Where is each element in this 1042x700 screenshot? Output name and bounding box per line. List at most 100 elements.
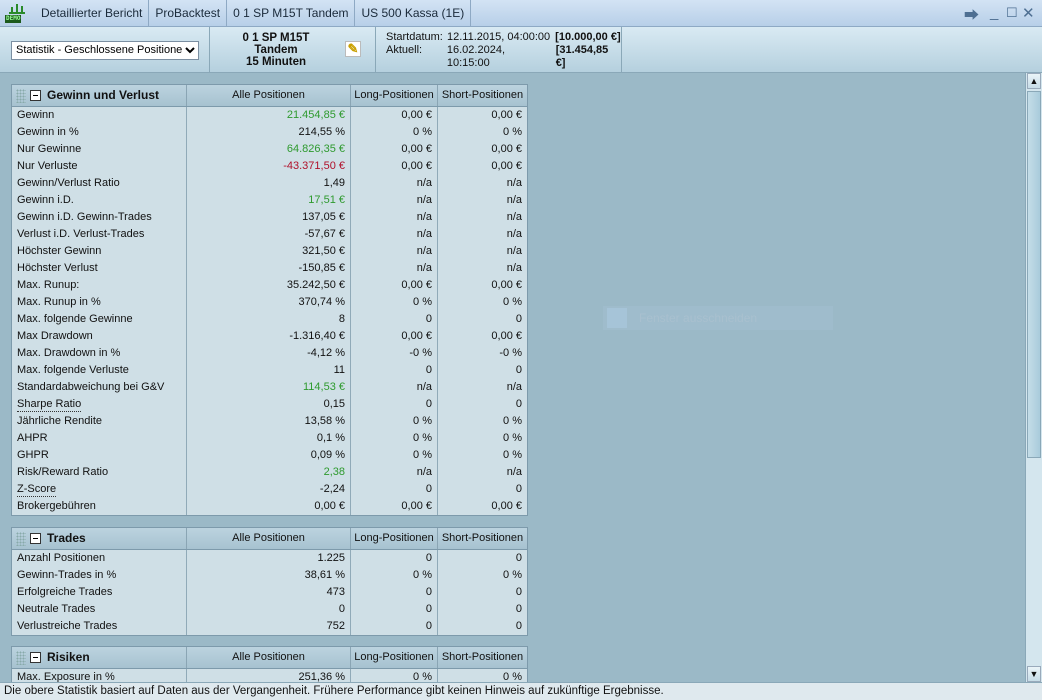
row-label-text: Gewinn in % xyxy=(17,126,79,138)
drag-handle-icon[interactable] xyxy=(16,88,26,103)
row-label: Max. Exposure in % xyxy=(12,669,187,682)
row-label: Max Drawdown xyxy=(12,328,187,345)
tab-detailed-report[interactable]: Detaillierter Bericht xyxy=(35,0,150,27)
value-long: 0 % xyxy=(351,669,438,682)
scroll-up-button[interactable]: ▲ xyxy=(1027,73,1041,89)
value-long: n/a xyxy=(351,379,438,396)
value-short: 0 % xyxy=(503,569,522,581)
scroll-thumb[interactable] xyxy=(1027,91,1041,458)
help-link[interactable]: Z-Score xyxy=(17,483,57,497)
value-long: 0,00 € xyxy=(351,498,438,515)
tab-instrument[interactable]: US 500 Kassa (1E) xyxy=(355,0,472,27)
value-short: 0,00 € xyxy=(491,330,522,342)
value-short: 0,00 € xyxy=(491,279,522,291)
value-all: -57,67 € xyxy=(187,226,351,243)
table-row: Max. folgende Verluste 11 0 0 xyxy=(12,362,527,379)
share-icon[interactable]: ⮕ xyxy=(964,7,980,24)
view-select-section: Statistik - Geschlossene Positionen xyxy=(0,27,210,73)
strategy-name: 0 1 SP M15T Tandem xyxy=(242,32,310,56)
help-link[interactable]: Sharpe Ratio xyxy=(17,398,82,412)
section-header: Risiken Alle Positionen Long-Positionen Sho… xyxy=(12,647,527,669)
table-row: Gewinn-Trades in % 38,61 % 0 % 0 % xyxy=(12,567,527,584)
value-short: n/a xyxy=(506,177,522,189)
start-capital: [10.000,00 €] xyxy=(555,30,621,43)
row-label: AHPR xyxy=(12,430,187,447)
value-long: 0,00 € xyxy=(351,328,438,345)
table-row: Verlust i.D. Verlust-Trades -57,67 € n/a n/… xyxy=(12,226,527,243)
value-short: 0 xyxy=(515,552,522,564)
table-row: Anzahl Positionen 1.225 0 0 xyxy=(12,550,527,567)
row-label-text: GHPR xyxy=(17,449,49,461)
table-row: Max Drawdown -1.316,40 €0,00 €0,00 € xyxy=(12,328,527,345)
demo-logo-icon: DEMO xyxy=(5,3,31,23)
row-label-text: Max. Runup: xyxy=(17,279,80,291)
collapse-icon[interactable] xyxy=(30,652,41,663)
collapse-icon[interactable] xyxy=(30,533,41,544)
value-all: 752 xyxy=(187,618,351,635)
value-short: 0 xyxy=(515,483,522,495)
minimize-icon[interactable]: _ xyxy=(990,4,999,21)
value-all: -1.316,40 € xyxy=(187,328,351,345)
value-all: 321,50 € xyxy=(187,243,351,260)
tab-strategy[interactable]: 0 1 SP M15T Tandem xyxy=(227,0,356,27)
value-short: 0 xyxy=(515,364,522,376)
collapse-icon[interactable] xyxy=(30,90,41,101)
row-label: Anzahl Positionen xyxy=(12,550,187,567)
row-label-text: Max. folgende Verluste xyxy=(17,364,129,376)
row-label-text: Erfolgreiche Trades xyxy=(17,586,113,598)
table-row: Jährliche Rendite 13,58 % 0 % 0 % xyxy=(12,413,527,430)
maximize-icon[interactable]: ☐ xyxy=(1006,5,1018,20)
row-label-text: Neutrale Trades xyxy=(17,603,96,615)
row-label: Verlustreiche Trades xyxy=(12,618,187,635)
value-long: 0 xyxy=(351,550,438,567)
row-label: Max. Drawdown in % xyxy=(12,345,187,362)
column-header: Long-Positionen xyxy=(351,647,438,668)
current-capital: [31.454,85 €] xyxy=(555,43,609,69)
value-all: 2,38 xyxy=(187,464,351,481)
value-long: 0 xyxy=(351,396,438,413)
scroll-down-button[interactable]: ▼ xyxy=(1027,666,1041,682)
section-gewinn-und-verlust: Gewinn und Verlust Alle Positionen Long-Po… xyxy=(11,84,528,516)
row-label-text: Höchster Verlust xyxy=(17,262,98,274)
row-label: Standardabweichung bei G&V xyxy=(12,379,187,396)
value-all: 8 xyxy=(187,311,351,328)
drag-handle-icon[interactable] xyxy=(16,531,26,546)
edit-pencil-icon[interactable]: ✎ xyxy=(345,41,361,57)
drag-handle-icon[interactable] xyxy=(16,650,26,665)
row-label: Gewinn i.D. xyxy=(12,192,187,209)
row-label-text: Risk/Reward Ratio xyxy=(17,466,109,478)
value-long: 0 % xyxy=(351,294,438,311)
row-label-text: Gewinn i.D. xyxy=(17,194,74,206)
row-label: Gewinn xyxy=(12,107,187,124)
current-label: Aktuell: xyxy=(386,43,423,56)
value-long: 0 xyxy=(351,584,438,601)
cut-window-icon xyxy=(607,308,627,328)
row-label: Jährliche Rendite xyxy=(12,413,187,430)
row-label: Max. Runup in % xyxy=(12,294,187,311)
tab-probacktest[interactable]: ProBacktest xyxy=(149,0,228,27)
start-date: 12.11.2015, 04:00:00 xyxy=(447,30,551,43)
table-row: Max. Runup in % 370,74 % 0 % 0 % xyxy=(12,294,527,311)
column-header: Short-Positionen xyxy=(441,651,524,663)
table-row: Risk/Reward Ratio 2,38 n/a n/a xyxy=(12,464,527,481)
value-long: 0 % xyxy=(351,447,438,464)
table-row: Gewinn in % 214,55 % 0 % 0 % xyxy=(12,124,527,141)
value-long: n/a xyxy=(351,226,438,243)
close-icon[interactable]: ✕ xyxy=(1022,5,1035,22)
value-long: 0 % xyxy=(351,124,438,141)
row-label: Sharpe Ratio xyxy=(12,396,187,413)
value-all: 473 xyxy=(187,584,351,601)
value-all: 1,49 xyxy=(187,175,351,192)
row-label-text: Gewinn i.D. Gewinn-Trades xyxy=(17,211,152,223)
section-title: Gewinn und Verlust xyxy=(47,88,160,102)
row-label: Gewinn in % xyxy=(12,124,187,141)
row-label: Gewinn-Trades in % xyxy=(12,567,187,584)
vertical-scrollbar[interactable]: ▲ ▼ xyxy=(1025,73,1042,682)
cut-window-menu-item[interactable]: Fenster ausschneiden xyxy=(603,306,833,330)
value-long: 0,00 € xyxy=(351,158,438,175)
value-short: 0 % xyxy=(503,449,522,461)
value-short: 0 % xyxy=(503,126,522,138)
value-short: 0,00 € xyxy=(491,500,522,512)
view-select[interactable]: Statistik - Geschlossene Positionen xyxy=(11,40,199,60)
row-label: Brokergebühren xyxy=(12,498,187,515)
